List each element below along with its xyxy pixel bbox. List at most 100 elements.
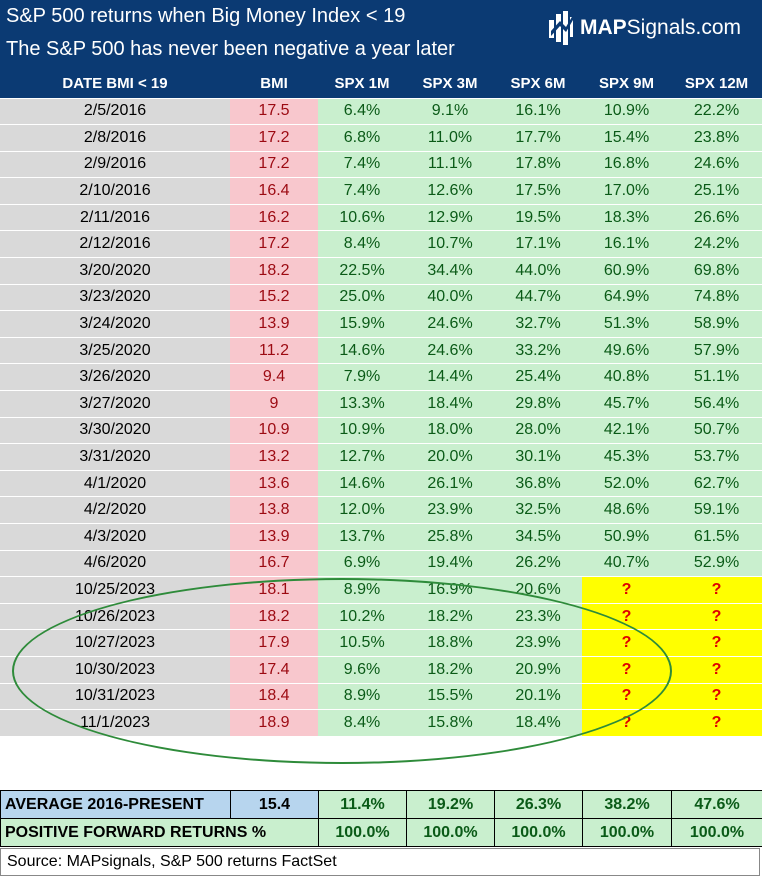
cell-date: 3/27/2020 <box>0 390 230 418</box>
cell-spx-9m: 45.7% <box>582 390 671 418</box>
logo-bold: MAP <box>580 16 627 39</box>
source-note: Source: MAPsignals, S&P 500 returns Fact… <box>0 848 760 876</box>
cell-spx-9m: 42.1% <box>582 417 671 445</box>
table-row: 10/26/2023 18.2 10.2% 18.2% 23.3%?? <box>0 603 762 631</box>
cell-spx-1m: 10.6% <box>318 204 406 232</box>
cell-date: 10/31/2023 <box>0 683 230 711</box>
cell-spx-1m: 7.4% <box>318 151 406 179</box>
map-logo-icon <box>549 11 573 45</box>
table-row: 2/5/2016 17.5 6.4% 9.1% 16.1% 10.9% 22.2% <box>0 98 762 126</box>
cell-spx-9m: ? <box>582 576 671 604</box>
cell-spx-3m: 9.1% <box>406 98 494 126</box>
cell-spx-3m: 34.4% <box>406 257 494 285</box>
cell-spx-6m: 29.8% <box>494 390 582 418</box>
cell-spx-12m: 24.6% <box>671 151 762 179</box>
cell-spx-9m: 18.3% <box>582 204 671 232</box>
cell-spx-1m: 7.9% <box>318 363 406 392</box>
cell-spx-1m: 14.6% <box>318 337 406 365</box>
cell-date: 10/27/2023 <box>0 629 230 657</box>
title-line-2: The S&P 500 has never been negative a ye… <box>6 38 455 60</box>
cell-bmi: 17.2 <box>230 151 318 179</box>
cell-date: 3/31/2020 <box>0 443 230 471</box>
cell-spx-12m: 56.4% <box>671 390 762 418</box>
cell-spx-3m: 23.9% <box>406 496 494 524</box>
cell-spx-3m: 19.4% <box>406 550 494 578</box>
cell-spx-9m: ? <box>582 656 671 684</box>
cell-spx-6m: 23.3% <box>494 603 582 631</box>
column-header-spx-3m: SPX 3M <box>406 70 494 99</box>
cell-spx-12m: 53.7% <box>671 443 762 471</box>
cell-spx-12m: ? <box>671 629 762 657</box>
cell-spx-9m: 10.9% <box>582 98 671 126</box>
column-header-spx-1m: SPX 1M <box>318 70 406 99</box>
cell-date: 4/2/2020 <box>0 496 230 524</box>
cell-spx-12m: ? <box>671 709 762 737</box>
cell-spx-3m: 16.9% <box>406 576 494 604</box>
cell-spx-1m: 6.8% <box>318 124 406 152</box>
cell-bmi: 10.9 <box>230 417 318 445</box>
cell-bmi: 13.2 <box>230 443 318 471</box>
cell-date: 3/26/2020 <box>0 363 230 392</box>
cell-spx-1m: 10.9% <box>318 417 406 445</box>
table-row: 3/20/2020 18.2 22.5% 34.4% 44.0% 60.9% 69.8% <box>0 257 762 285</box>
cell-spx-12m: 58.9% <box>671 310 762 338</box>
cell-spx-1m: 8.4% <box>318 230 406 259</box>
cell-date: 4/1/2020 <box>0 470 230 498</box>
cell-spx-12m: 62.7% <box>671 470 762 498</box>
cell-bmi: 13.6 <box>230 470 318 498</box>
cell-spx-9m: 15.4% <box>582 124 671 152</box>
cell-date: 10/26/2023 <box>0 603 230 631</box>
cell-date: 10/30/2023 <box>0 656 230 684</box>
cell-spx-3m: 11.0% <box>406 124 494 152</box>
positive-12m: 100.0% <box>671 818 762 847</box>
cell-spx-6m: 30.1% <box>494 443 582 471</box>
cell-spx-6m: 33.2% <box>494 337 582 365</box>
cell-spx-12m: 26.6% <box>671 204 762 232</box>
cell-date: 2/10/2016 <box>0 177 230 205</box>
column-header-bmi: BMI <box>230 70 318 99</box>
average-9m: 38.2% <box>582 790 672 819</box>
table-row: 10/30/2023 17.4 9.6% 18.2% 20.9%?? <box>0 656 762 684</box>
table-row: 10/31/2023 18.4 8.9% 15.5% 20.1%?? <box>0 683 762 711</box>
cell-date: 3/30/2020 <box>0 417 230 445</box>
cell-date: 3/24/2020 <box>0 310 230 338</box>
cell-spx-12m: 52.9% <box>671 550 762 578</box>
cell-spx-6m: 19.5% <box>494 204 582 232</box>
cell-spx-1m: 10.5% <box>318 629 406 657</box>
cell-date: 10/25/2023 <box>0 576 230 604</box>
cell-date: 2/11/2016 <box>0 204 230 232</box>
cell-spx-12m: 25.1% <box>671 177 762 205</box>
cell-spx-3m: 26.1% <box>406 470 494 498</box>
cell-spx-6m: 44.0% <box>494 257 582 285</box>
table-row: 4/2/2020 13.8 12.0% 23.9% 32.5% 48.6% 59.1% <box>0 496 762 524</box>
cell-date: 3/20/2020 <box>0 257 230 285</box>
positive-label: POSITIVE FORWARD RETURNS % <box>0 818 319 847</box>
column-header-spx-6m: SPX 6M <box>494 70 582 99</box>
cell-bmi: 16.7 <box>230 550 318 578</box>
cell-bmi: 18.4 <box>230 683 318 711</box>
cell-bmi: 15.2 <box>230 284 318 312</box>
cell-spx-9m: 50.9% <box>582 523 671 551</box>
cell-spx-6m: 28.0% <box>494 417 582 445</box>
cell-bmi: 11.2 <box>230 337 318 365</box>
cell-bmi: 9 <box>230 390 318 418</box>
table-row: 2/11/2016 16.2 10.6% 12.9% 19.5% 18.3% 26.6% <box>0 204 762 232</box>
cell-spx-9m: 49.6% <box>582 337 671 365</box>
cell-spx-1m: 6.9% <box>318 550 406 578</box>
cell-spx-6m: 20.9% <box>494 656 582 684</box>
cell-spx-3m: 18.0% <box>406 417 494 445</box>
cell-spx-3m: 24.6% <box>406 337 494 365</box>
cell-spx-3m: 40.0% <box>406 284 494 312</box>
cell-spx-3m: 24.6% <box>406 310 494 338</box>
average-1m: 11.4% <box>318 790 407 819</box>
table-row: 4/6/2020 16.7 6.9% 19.4% 26.2% 40.7% 52.9% <box>0 550 762 578</box>
cell-spx-6m: 17.7% <box>494 124 582 152</box>
cell-bmi: 16.2 <box>230 204 318 232</box>
cell-spx-1m: 10.2% <box>318 603 406 631</box>
table-row: 2/10/2016 16.4 7.4% 12.6% 17.5% 17.0% 25.1% <box>0 177 762 205</box>
average-label: AVERAGE 2016-PRESENT <box>0 790 231 819</box>
cell-spx-9m: ? <box>582 683 671 711</box>
cell-spx-1m: 14.6% <box>318 470 406 498</box>
cell-spx-6m: 44.7% <box>494 284 582 312</box>
cell-spx-12m: 24.2% <box>671 230 762 259</box>
